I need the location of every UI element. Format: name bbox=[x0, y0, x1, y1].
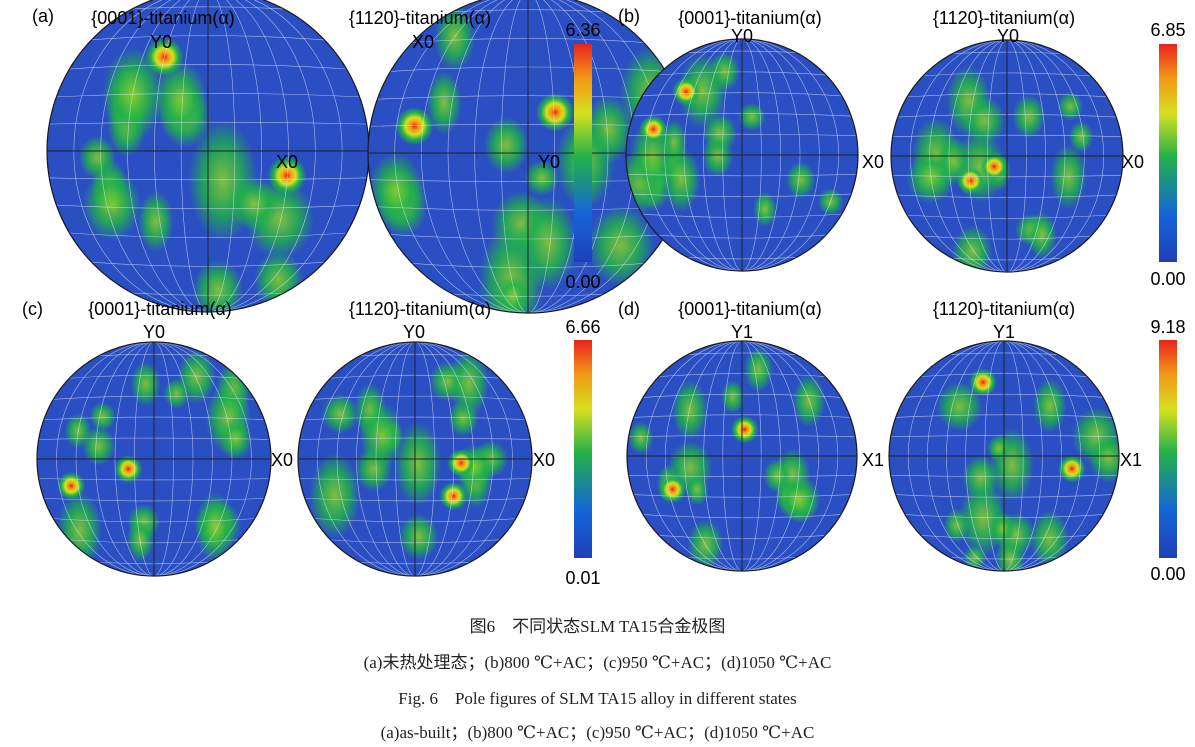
pole-figure: {0001}-titanium(α) Y0 X0 bbox=[46, 0, 370, 313]
pole-figure: {1120}-titanium(α) Y0 X0 bbox=[890, 8, 1144, 273]
scale-max-label: 6.85 bbox=[1150, 20, 1185, 40]
pole-figure-title: {1120}-titanium(α) bbox=[933, 299, 1075, 319]
scale-max-label: 6.66 bbox=[565, 317, 600, 337]
pole-figure-disc bbox=[625, 38, 859, 272]
color-scale: 9.18 0.00 bbox=[1150, 317, 1185, 584]
caption-cn-subtitle: (a)未热处理态；(b)800 ℃+AC；(c)950 ℃+AC；(d)1050… bbox=[363, 653, 832, 672]
caption-en-title: Fig. 6 Pole figures of SLM TA15 alloy in… bbox=[398, 689, 797, 708]
top-axis-label: Y0 bbox=[731, 26, 753, 46]
pole-figure: {1120}-titanium(α) Y0 X0 bbox=[297, 299, 555, 577]
scale-min-label: 0.01 bbox=[565, 568, 600, 588]
right-axis-label: X0 bbox=[1122, 152, 1144, 172]
top-axis-label: Y1 bbox=[993, 322, 1015, 342]
panel-a: (a) {0001}-titanium(α) Y0 X0 {1120}-tita… bbox=[32, 0, 689, 314]
pole-figure: {0001}-titanium(α) Y0 X0 bbox=[36, 299, 293, 577]
pole-figure: {0001}-titanium(α) Y1 X1 bbox=[626, 299, 884, 572]
pole-figure-title: {1120}-titanium(α) bbox=[349, 299, 491, 319]
color-ramp bbox=[1159, 44, 1177, 262]
pole-figure-title: {1120}-titanium(α) bbox=[933, 8, 1075, 28]
pole-figure-title: {0001}-titanium(α) bbox=[88, 299, 231, 319]
pole-figure-title: {0001}-titanium(α) bbox=[678, 8, 821, 28]
panel-label: (d) bbox=[618, 299, 640, 319]
pole-figure-disc bbox=[626, 340, 858, 572]
pole-figure-title: {1120}-titanium(α) bbox=[349, 8, 491, 28]
scale-min-label: 0.00 bbox=[565, 272, 600, 292]
color-ramp bbox=[574, 44, 592, 262]
color-scale: 6.66 0.01 bbox=[565, 317, 600, 588]
right-axis-label: X1 bbox=[1120, 450, 1142, 470]
caption-cn-title: 图6 不同状态SLM TA15合金极图 bbox=[469, 617, 726, 636]
right-axis-label: X0 bbox=[276, 152, 298, 172]
top-axis-label: Y0 bbox=[997, 26, 1019, 46]
color-scale: 6.36 0.00 bbox=[565, 20, 600, 292]
pole-figure-disc bbox=[297, 341, 533, 577]
right-axis-label: X0 bbox=[533, 450, 555, 470]
right-axis-label: X0 bbox=[862, 152, 884, 172]
panel-b: (b) {0001}-titanium(α) Y0 X0 {1120}-tita… bbox=[618, 6, 1186, 289]
caption-en-subtitle: (a)as-built；(b)800 ℃+AC；(c)950 ℃+AC；(d)1… bbox=[380, 723, 815, 742]
pole-figure-grid: (a) {0001}-titanium(α) Y0 X0 {1120}-tita… bbox=[22, 0, 1186, 588]
pole-figure: {1120}-titanium(α) Y1 X1 bbox=[888, 299, 1142, 572]
scale-max-label: 6.36 bbox=[565, 20, 600, 40]
right-axis-label: Y0 bbox=[538, 152, 560, 172]
top-axis-label: Y0 bbox=[150, 32, 172, 52]
scale-min-label: 0.00 bbox=[1150, 269, 1185, 289]
panel-label: (b) bbox=[618, 6, 640, 26]
pole-figure-title: {0001}-titanium(α) bbox=[91, 8, 234, 28]
pole-figure-disc bbox=[36, 341, 272, 577]
panel-c: (c) {0001}-titanium(α) Y0 X0 {1120}-tita… bbox=[22, 299, 601, 588]
top-axis-label: X0 bbox=[412, 32, 434, 52]
pole-figure: {0001}-titanium(α) Y0 X0 bbox=[625, 8, 884, 272]
color-scale: 6.85 0.00 bbox=[1150, 20, 1185, 289]
color-ramp bbox=[1159, 340, 1177, 558]
panel-label: (a) bbox=[32, 6, 54, 26]
panel-label: (c) bbox=[22, 299, 43, 319]
pole-figure-disc bbox=[888, 340, 1120, 572]
right-axis-label: X1 bbox=[862, 450, 884, 470]
right-axis-label: X0 bbox=[271, 450, 293, 470]
top-axis-label: Y0 bbox=[143, 322, 165, 342]
scale-max-label: 9.18 bbox=[1150, 317, 1185, 337]
scale-min-label: 0.00 bbox=[1150, 564, 1185, 584]
pole-figure-disc bbox=[46, 0, 370, 313]
top-axis-label: Y0 bbox=[403, 322, 425, 342]
pole-figure-disc bbox=[890, 39, 1124, 273]
top-axis-label: Y1 bbox=[731, 322, 753, 342]
panel-d: (d) {0001}-titanium(α) Y1 X1 {1120}-tita… bbox=[618, 299, 1186, 584]
pole-figure-title: {0001}-titanium(α) bbox=[678, 299, 821, 319]
color-ramp bbox=[574, 340, 592, 558]
